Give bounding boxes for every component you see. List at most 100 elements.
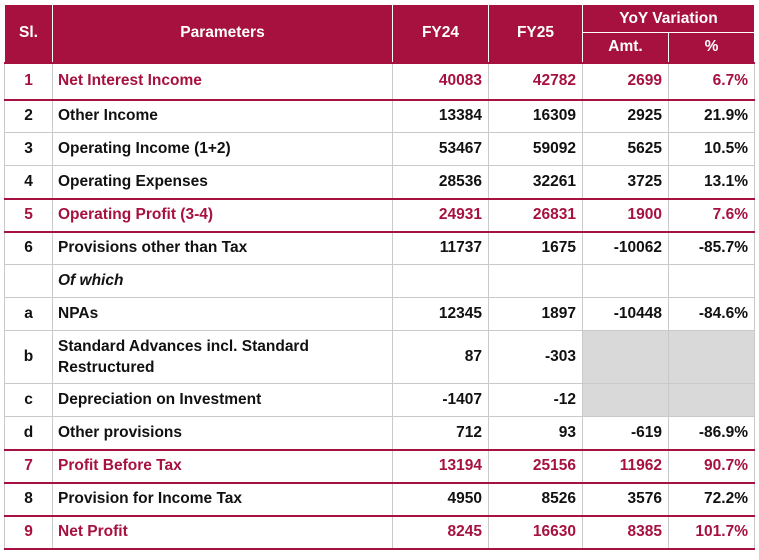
- cell-pct-shaded: [668, 383, 755, 417]
- cell-amt: -10062: [582, 231, 669, 265]
- cell-parameter: Net Profit: [52, 515, 393, 549]
- table-row: a NPAs 12345 1897 -10448 -84.6%: [4, 297, 755, 331]
- cell-amt: 8385: [582, 515, 669, 549]
- table-row: 2 Other Income 13384 16309 2925 21.9%: [4, 99, 755, 133]
- cell-fy24: 28536: [392, 165, 489, 199]
- cell-amt: 2699: [582, 62, 669, 100]
- cell-pct: -84.6%: [668, 297, 755, 331]
- cell-fy25: 93: [488, 416, 583, 450]
- cell-fy25: 25156: [488, 449, 583, 483]
- cell-amt: [582, 264, 669, 298]
- cell-pct: [668, 264, 755, 298]
- cell-parameter: Profit Before Tax: [52, 449, 393, 483]
- cell-parameter: Other Income: [52, 99, 393, 133]
- table-row: c Depreciation on Investment -1407 -12: [4, 383, 755, 417]
- cell-pct: 7.6%: [668, 198, 755, 232]
- header-fy25: FY25: [488, 4, 583, 63]
- cell-pct: 6.7%: [668, 62, 755, 100]
- header-yoy-variation: YoY Variation: [582, 4, 755, 33]
- cell-sl: 6: [4, 231, 53, 265]
- cell-amt: 5625: [582, 132, 669, 166]
- table-row: 8 Provision for Income Tax 4950 8526 357…: [4, 482, 755, 516]
- cell-fy25: 42782: [488, 62, 583, 100]
- cell-fy25: 1675: [488, 231, 583, 265]
- cell-fy25: 8526: [488, 482, 583, 516]
- cell-pct: -85.7%: [668, 231, 755, 265]
- cell-sl: 8: [4, 482, 53, 516]
- cell-fy25: 59092: [488, 132, 583, 166]
- table-row: Of which: [4, 264, 755, 298]
- cell-parameter: Provision for Income Tax: [52, 482, 393, 516]
- cell-sl: b: [4, 330, 53, 384]
- cell-parameter: Net Interest Income: [52, 62, 393, 100]
- cell-pct: 10.5%: [668, 132, 755, 166]
- table-row: 9 Net Profit 8245 16630 8385 101.7%: [4, 515, 755, 549]
- cell-fy24: 13194: [392, 449, 489, 483]
- cell-parameter: NPAs: [52, 297, 393, 331]
- cell-fy24: 13384: [392, 99, 489, 133]
- cell-parameter: Operating Expenses: [52, 165, 393, 199]
- header-amt: Amt.: [582, 32, 669, 63]
- cell-pct: 101.7%: [668, 515, 755, 549]
- cell-amt: 3576: [582, 482, 669, 516]
- cell-fy25: [488, 264, 583, 298]
- cell-fy24: -1407: [392, 383, 489, 417]
- table-row: 6 Provisions other than Tax 11737 1675 -…: [4, 231, 755, 265]
- header-sl: Sl.: [4, 4, 53, 63]
- cell-fy24: 11737: [392, 231, 489, 265]
- cell-sl: 3: [4, 132, 53, 166]
- header-parameters: Parameters: [52, 4, 393, 63]
- cell-parameter: Standard Advances incl. Standard Restruc…: [52, 330, 393, 384]
- cell-sl: 9: [4, 515, 53, 549]
- cell-pct: 13.1%: [668, 165, 755, 199]
- cell-fy25: -12: [488, 383, 583, 417]
- cell-fy25: 1897: [488, 297, 583, 331]
- header-fy24: FY24: [392, 4, 489, 63]
- cell-sl: d: [4, 416, 53, 450]
- cell-pct: -86.9%: [668, 416, 755, 450]
- cell-amt: 2925: [582, 99, 669, 133]
- cell-sl: 7: [4, 449, 53, 483]
- cell-parameter: Operating Profit (3-4): [52, 198, 393, 232]
- cell-amt: -10448: [582, 297, 669, 331]
- cell-amt: 1900: [582, 198, 669, 232]
- table-row: 1 Net Interest Income 40083 42782 2699 6…: [4, 62, 755, 100]
- cell-sl: a: [4, 297, 53, 331]
- cell-amt-shaded: [582, 330, 669, 384]
- cell-sl: 4: [4, 165, 53, 199]
- cell-sl: [4, 264, 53, 298]
- cell-parameter: Other provisions: [52, 416, 393, 450]
- cell-pct-shaded: [668, 330, 755, 384]
- cell-sl: 1: [4, 62, 53, 100]
- header-pct: %: [668, 32, 755, 63]
- table-row: b Standard Advances incl. Standard Restr…: [4, 330, 755, 384]
- table-row: 5 Operating Profit (3-4) 24931 26831 190…: [4, 198, 755, 232]
- cell-pct: 72.2%: [668, 482, 755, 516]
- cell-amt: 11962: [582, 449, 669, 483]
- table-row: 7 Profit Before Tax 13194 25156 11962 90…: [4, 449, 755, 483]
- cell-fy24: 712: [392, 416, 489, 450]
- cell-fy24: 4950: [392, 482, 489, 516]
- cell-amt: 3725: [582, 165, 669, 199]
- cell-amt-shaded: [582, 383, 669, 417]
- cell-sl: 2: [4, 99, 53, 133]
- cell-fy25: -303: [488, 330, 583, 384]
- cell-fy24: 40083: [392, 62, 489, 100]
- cell-parameter-of-which: Of which: [52, 264, 393, 298]
- cell-fy25: 16630: [488, 515, 583, 549]
- financial-results-table: Sl. Parameters FY24 FY25 YoY Variation A…: [4, 4, 755, 550]
- cell-fy24: [392, 264, 489, 298]
- cell-fy24: 8245: [392, 515, 489, 549]
- cell-fy24: 87: [392, 330, 489, 384]
- cell-sl: 5: [4, 198, 53, 232]
- cell-fy24: 12345: [392, 297, 489, 331]
- cell-fy25: 32261: [488, 165, 583, 199]
- cell-sl: c: [4, 383, 53, 417]
- table-row: d Other provisions 712 93 -619 -86.9%: [4, 416, 755, 450]
- cell-amt: -619: [582, 416, 669, 450]
- cell-pct: 90.7%: [668, 449, 755, 483]
- cell-parameter: Provisions other than Tax: [52, 231, 393, 265]
- table-row: 4 Operating Expenses 28536 32261 3725 13…: [4, 165, 755, 199]
- cell-fy24: 53467: [392, 132, 489, 166]
- cell-pct: 21.9%: [668, 99, 755, 133]
